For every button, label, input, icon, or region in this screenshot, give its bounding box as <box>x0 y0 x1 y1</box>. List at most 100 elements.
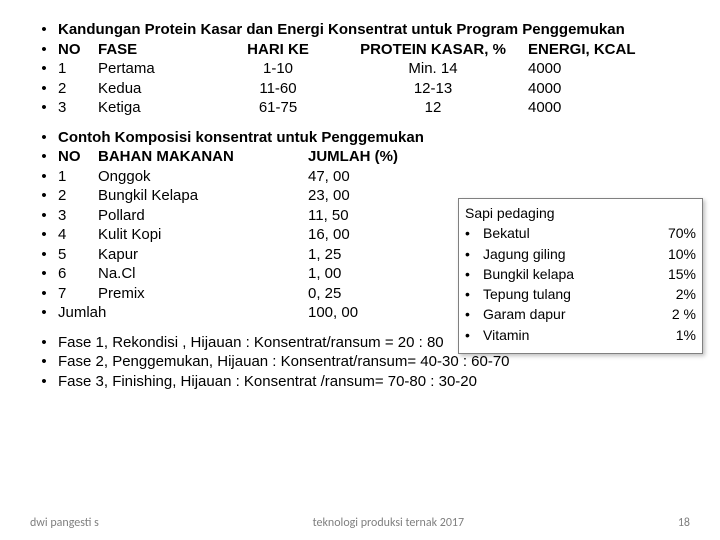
cell: Kapur <box>98 245 308 265</box>
list-item: •Vitamin1% <box>465 325 696 345</box>
bullet-icon: • <box>30 225 58 245</box>
fase-line: Fase 3, Finishing, Hijauan : Konsentrat … <box>58 372 690 392</box>
cell: Kulit Kopi <box>98 225 308 245</box>
cell: 2 <box>58 79 98 99</box>
item-pct: 1% <box>654 325 696 345</box>
bullet-icon: • <box>465 325 483 345</box>
table-row: 2 Kedua 11-60 12-13 4000 <box>58 79 690 99</box>
bullet-icon: • <box>465 244 483 264</box>
bullet-icon: • <box>30 98 58 118</box>
bullet-icon: • <box>30 245 58 265</box>
bullet-icon: • <box>465 223 483 243</box>
bullet-icon: • <box>30 284 58 304</box>
cell: Pollard <box>98 206 308 226</box>
cell: 11-60 <box>218 79 338 99</box>
col-protein: PROTEIN KASAR, % <box>338 40 528 60</box>
cell: 16, 00 <box>308 225 418 245</box>
bullet-icon: • <box>465 284 483 304</box>
item-pct: 70% <box>654 223 696 243</box>
item-label: Garam dapur <box>483 304 654 324</box>
bullet-icon: • <box>30 333 58 353</box>
item-pct: 10% <box>654 244 696 264</box>
cell: 12-13 <box>338 79 528 99</box>
bullet-icon: • <box>30 167 58 187</box>
bullet-icon: • <box>30 59 58 79</box>
cell: 7 <box>58 284 98 304</box>
sec1-title: Kandungan Protein Kasar dan Energi Konse… <box>58 20 690 40</box>
cell: 6 <box>58 264 98 284</box>
inset-title: Sapi pedaging <box>465 203 696 223</box>
bullet-icon: • <box>30 264 58 284</box>
cell: 5 <box>58 245 98 265</box>
cell: Ketiga <box>98 98 218 118</box>
bullet-icon: • <box>30 186 58 206</box>
cell: 1, 25 <box>308 245 418 265</box>
col-no: NO <box>58 147 98 167</box>
list-item: •Jagung giling10% <box>465 244 696 264</box>
inset-sapi-pedaging: Sapi pedaging •Bekatul70% •Jagung giling… <box>458 198 703 354</box>
item-label: Jagung giling <box>483 244 654 264</box>
slide-footer: dwi pangesti s teknologi produksi ternak… <box>0 516 720 530</box>
cell: 1 <box>58 167 98 187</box>
cell: 0, 25 <box>308 284 418 304</box>
col-no: NO <box>58 40 98 60</box>
list-item: •Garam dapur2 % <box>465 304 696 324</box>
cell: 23, 00 <box>308 186 418 206</box>
bullet-icon: • <box>465 304 483 324</box>
cell: Bungkil Kelapa <box>98 186 308 206</box>
bullet-icon: • <box>30 352 58 372</box>
col-hari: HARI KE <box>218 40 338 60</box>
cell: Min. 14 <box>338 59 528 79</box>
cell: 4000 <box>528 59 648 79</box>
cell: Na.Cl <box>98 264 308 284</box>
cell: 3 <box>58 98 98 118</box>
col-bahan: BAHAN MAKANAN <box>98 147 308 167</box>
cell: 1-10 <box>218 59 338 79</box>
footer-author: dwi pangesti s <box>30 516 99 530</box>
cell: Premix <box>98 284 308 304</box>
sec1-header-row: NO FASE HARI KE PROTEIN KASAR, % ENERGI,… <box>58 40 690 60</box>
cell: 1 <box>58 59 98 79</box>
section-protein-energi: • Kandungan Protein Kasar dan Energi Kon… <box>30 20 690 118</box>
item-label: Bekatul <box>483 223 654 243</box>
cell: 61-75 <box>218 98 338 118</box>
bullet-icon: • <box>30 372 58 392</box>
item-label: Vitamin <box>483 325 654 345</box>
bullet-icon: • <box>30 20 58 40</box>
cell: 11, 50 <box>308 206 418 226</box>
col-fase: FASE <box>98 40 218 60</box>
cell: 4000 <box>528 79 648 99</box>
total-label: Jumlah <box>58 303 268 323</box>
cell: 12 <box>338 98 528 118</box>
cell: Onggok <box>98 167 308 187</box>
col-energi: ENERGI, KCAL <box>528 40 648 60</box>
col-jumlah: JUMLAH (%) <box>308 147 418 167</box>
cell: Pertama <box>98 59 218 79</box>
cell: 4 <box>58 225 98 245</box>
cell: 4000 <box>528 98 648 118</box>
sec2-title: Contoh Komposisi konsentrat untuk Pengge… <box>58 128 690 148</box>
bullet-icon: • <box>30 79 58 99</box>
footer-course: teknologi produksi ternak 2017 <box>313 516 464 530</box>
table-row: 1 Pertama 1-10 Min. 14 4000 <box>58 59 690 79</box>
item-pct: 2 % <box>654 304 696 324</box>
list-item: •Bekatul70% <box>465 223 696 243</box>
cell: 47, 00 <box>308 167 418 187</box>
bullet-icon: • <box>30 303 58 323</box>
list-item: •Bungkil kelapa15% <box>465 264 696 284</box>
sec2-header-row: NO BAHAN MAKANAN JUMLAH (%) <box>58 147 690 167</box>
cell: Kedua <box>98 79 218 99</box>
item-label: Bungkil kelapa <box>483 264 654 284</box>
fase-line: Fase 2, Penggemukan, Hijauan : Konsentra… <box>58 352 690 372</box>
bullet-icon: • <box>30 206 58 226</box>
bullet-icon: • <box>30 147 58 167</box>
bullet-icon: • <box>465 264 483 284</box>
item-label: Tepung tulang <box>483 284 654 304</box>
total-value: 100, 00 <box>308 303 418 323</box>
cell: 3 <box>58 206 98 226</box>
list-item: •Tepung tulang2% <box>465 284 696 304</box>
item-pct: 2% <box>654 284 696 304</box>
table-row: 1Onggok47, 00 <box>58 167 690 187</box>
bullet-icon: • <box>30 40 58 60</box>
cell: 1, 00 <box>308 264 418 284</box>
